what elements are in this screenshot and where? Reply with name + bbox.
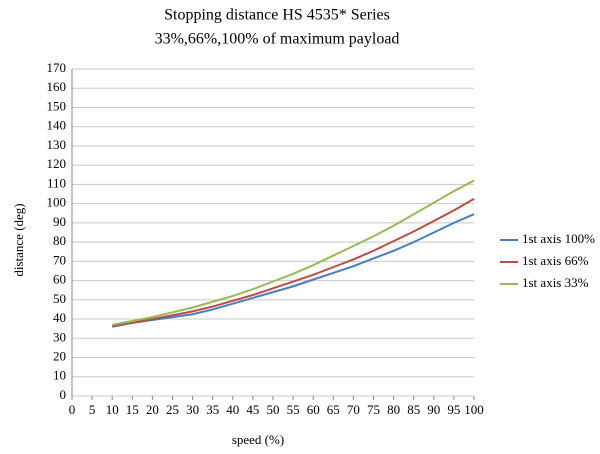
x-tick-label: 45 — [246, 402, 259, 417]
x-tick-label: 65 — [327, 402, 340, 417]
y-tick-label: 20 — [53, 349, 66, 364]
y-tick-label: 80 — [53, 233, 66, 248]
y-tick-label: 30 — [53, 329, 66, 344]
x-tick-label: 85 — [407, 402, 420, 417]
x-tick-label: 50 — [267, 402, 280, 417]
chart-title: Stopping distance HS 4535* Series — [164, 7, 390, 24]
x-tick-label: 0 — [69, 402, 76, 417]
y-tick-label: 100 — [47, 195, 67, 210]
x-tick-label: 20 — [146, 402, 159, 417]
x-tick-label: 100 — [464, 402, 484, 417]
x-tick-label: 25 — [166, 402, 179, 417]
line-series — [112, 213, 475, 328]
y-tick-label: 110 — [47, 175, 66, 190]
y-tick-label: 140 — [47, 118, 67, 133]
x-tick-label: 30 — [186, 402, 199, 417]
x-tick-label: 40 — [226, 402, 239, 417]
x-tick-label: 35 — [206, 402, 219, 417]
y-tick-label: 150 — [47, 98, 67, 113]
line-series — [112, 179, 475, 326]
y-tick-label: 0 — [60, 387, 67, 402]
x-tick-label: 60 — [307, 402, 320, 417]
x-axis-label: speed (%) — [232, 432, 284, 447]
y-tick-label: 50 — [53, 291, 66, 306]
line-series — [112, 197, 475, 327]
y-tick-label: 60 — [53, 272, 66, 287]
y-tick-label: 10 — [53, 368, 66, 383]
y-tick-label: 40 — [53, 310, 66, 325]
y-tick-label: 160 — [47, 79, 67, 94]
y-tick-label: 90 — [53, 214, 66, 229]
x-tick-label: 5 — [89, 402, 96, 417]
x-tick-label: 70 — [347, 402, 360, 417]
chart-subtitle: 33%,66%,100% of maximum payload — [155, 31, 400, 48]
x-tick-label: 15 — [126, 402, 139, 417]
legend-label: 1st axis 33% — [522, 275, 589, 290]
x-tick-label: 75 — [367, 402, 380, 417]
y-tick-label: 120 — [47, 156, 67, 171]
x-tick-label: 80 — [387, 402, 400, 417]
x-tick-label: 95 — [447, 402, 460, 417]
y-tick-label: 70 — [53, 252, 66, 267]
y-tick-label: 130 — [47, 137, 67, 152]
x-tick-label: 55 — [287, 402, 300, 417]
legend-label: 1st axis 100% — [522, 231, 595, 246]
x-tick-label: 90 — [427, 402, 440, 417]
y-axis-label: distance (deg) — [11, 203, 26, 276]
y-tick-label: 170 — [47, 60, 67, 75]
x-tick-label: 10 — [106, 402, 119, 417]
legend-label: 1st axis 66% — [522, 253, 589, 268]
